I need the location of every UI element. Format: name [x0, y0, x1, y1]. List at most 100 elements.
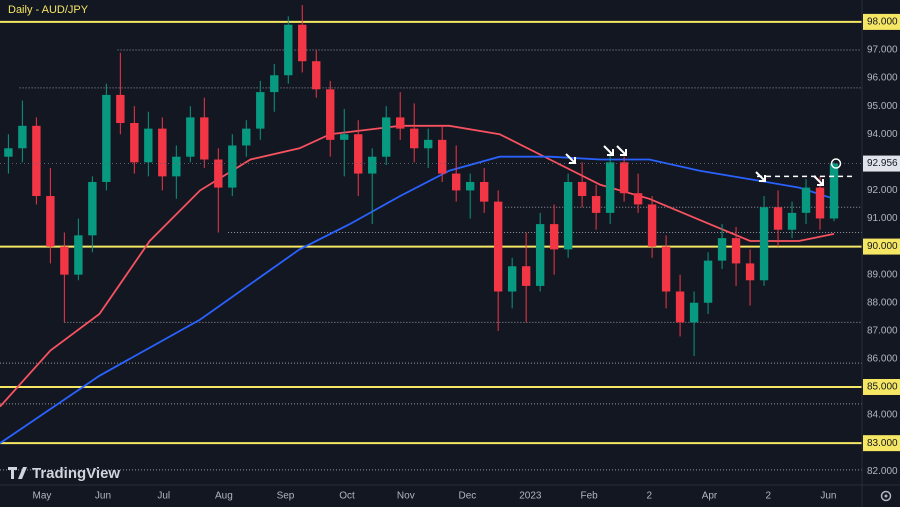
candle-body [32, 125, 41, 197]
candle-body [354, 134, 363, 174]
x-tick-label: 2 [647, 491, 653, 502]
y-tick-label: 98.000 [867, 17, 898, 28]
last-price-bg [863, 155, 900, 172]
arrow [616, 145, 627, 156]
x-tick-label: Dec [458, 491, 476, 502]
y-tick-label: 82.000 [867, 466, 898, 477]
chart-title: Daily - AUD/JPY [8, 4, 89, 16]
candle-body [88, 181, 97, 236]
brand-logo: TradingView [8, 465, 120, 482]
candle-body [46, 196, 55, 247]
x-tick-label: Aug [215, 491, 233, 502]
y-tick-label: 96.000 [867, 73, 898, 84]
x-tick-label: Jun [820, 491, 836, 502]
candle-body [451, 173, 461, 191]
candle-body [661, 246, 671, 292]
candle-body [773, 207, 783, 230]
candle-body [787, 212, 797, 230]
settings-gear-center [884, 494, 888, 498]
moving-average [0, 155, 835, 444]
candle-body [507, 266, 517, 292]
candle-body [382, 117, 391, 157]
y-tick-label: 94.000 [867, 129, 898, 140]
brand-icon [8, 467, 27, 479]
y-tick-label: 83.000 [867, 438, 898, 449]
settings-gear[interactable] [880, 490, 892, 502]
y-tick-label: 91.000 [867, 213, 898, 224]
x-tick-label: Apr [702, 491, 718, 502]
candle-body [242, 128, 251, 146]
x-tick-label: Jul [157, 491, 170, 502]
candle-body [396, 117, 405, 129]
y-tick-label: 97.000 [867, 45, 898, 56]
candle-body [549, 224, 559, 250]
x-tick-label: Oct [339, 491, 355, 502]
candle-body [535, 224, 545, 286]
candle-body [256, 92, 265, 129]
candle-body [437, 139, 447, 174]
candle-body [116, 94, 125, 124]
candle-body [577, 181, 587, 197]
y-tick-label: 86.000 [867, 354, 898, 365]
x-tick-label: Jun [95, 491, 111, 502]
candle-body [815, 187, 825, 219]
last-price-marker [830, 158, 842, 169]
x-tick-label: Feb [581, 491, 599, 502]
candle-body [605, 162, 615, 213]
x-tick-label: 2 [765, 491, 771, 502]
candle-body [829, 163, 839, 219]
candle-body [340, 134, 349, 140]
candle-body [521, 266, 531, 286]
candle-body [619, 162, 629, 194]
candle-body [144, 128, 153, 163]
candle-body [675, 291, 685, 323]
candle-body [759, 207, 769, 281]
arrow [755, 171, 766, 182]
y-tick-label: 88.000 [867, 297, 898, 308]
candle-body [18, 125, 27, 149]
y-tick-label: 89.000 [867, 269, 898, 280]
candle-body [717, 238, 727, 261]
candle-body [745, 263, 755, 281]
y-tick-label: 92.000 [867, 185, 898, 196]
candle-body [102, 94, 111, 182]
candle-body [228, 145, 237, 188]
x-tick-label: 2023 [519, 491, 542, 502]
level-label-bg [863, 238, 900, 255]
candle-body [200, 117, 209, 160]
candle-body [703, 260, 713, 303]
y-tick-label: 90.000 [867, 241, 898, 252]
last-price-label: 92.956 [867, 158, 898, 169]
arrow [603, 145, 614, 156]
y-tick-label: 85.000 [867, 382, 898, 393]
candle-body [326, 89, 335, 140]
y-tick-label: 95.000 [867, 101, 898, 112]
settings-icon[interactable] [880, 490, 892, 502]
candle-body [74, 235, 83, 275]
x-tick-label: Nov [397, 491, 415, 502]
candle-body [4, 148, 13, 157]
candle-body [298, 24, 307, 62]
level-label-bg [863, 435, 900, 452]
candle-body [689, 302, 699, 323]
candle-body [465, 181, 475, 191]
candle-body [424, 139, 433, 149]
annotation-arrows [565, 145, 824, 186]
level-label-bg [863, 378, 900, 395]
candle-body [731, 238, 741, 264]
candle-body [493, 201, 503, 292]
arrow [813, 175, 824, 186]
candle-body [591, 196, 601, 213]
candle-body [368, 156, 377, 174]
candle-body [479, 181, 489, 202]
candle-body [158, 128, 167, 177]
candle-body [312, 61, 321, 90]
plot-area [0, 5, 862, 471]
y-tick-label: 87.000 [867, 325, 898, 336]
candle-body [801, 187, 811, 213]
candle-body [563, 181, 573, 250]
candle-body [633, 193, 643, 205]
level-label-bg [863, 13, 900, 30]
brand-name: TradingView [32, 465, 120, 482]
